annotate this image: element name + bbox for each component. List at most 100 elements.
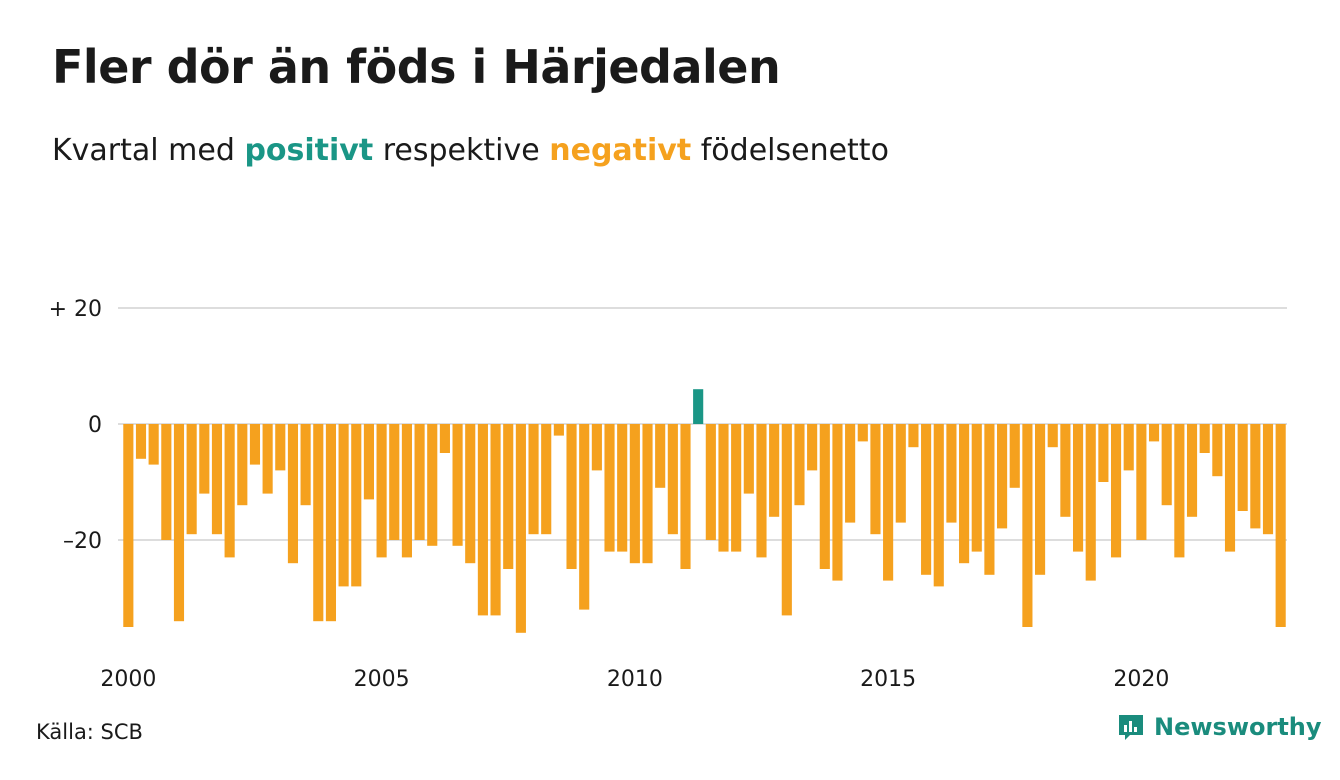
bar xyxy=(756,424,767,558)
bar xyxy=(908,424,919,448)
bar xyxy=(173,424,185,622)
brand-logo[interactable]: Newsworthy xyxy=(1116,712,1322,742)
bar-layer xyxy=(123,389,1286,633)
bar xyxy=(148,424,159,465)
bar xyxy=(1148,424,1160,442)
x-tick-label: 2010 xyxy=(607,667,663,692)
x-tick-label: 2015 xyxy=(860,667,916,692)
bar xyxy=(832,424,843,581)
y-tick-label: –20 xyxy=(63,529,102,554)
bar xyxy=(452,424,463,546)
bar xyxy=(199,424,210,494)
bar xyxy=(490,424,501,616)
bar xyxy=(629,424,640,564)
bar xyxy=(287,424,299,564)
bar xyxy=(376,424,387,558)
bar xyxy=(579,424,590,610)
source-label: Källa: SCB xyxy=(36,720,143,744)
subtitle-middle: respektive xyxy=(382,133,540,168)
bar xyxy=(338,424,349,587)
bar xyxy=(617,424,628,552)
bar xyxy=(1123,424,1134,471)
bar-chart: + 20 0 –20 2000 2005 2010 2015 2020 xyxy=(49,297,1287,692)
bar xyxy=(769,424,780,517)
bar xyxy=(667,424,678,535)
subtitle-positive: positivt xyxy=(244,133,374,168)
bar xyxy=(1136,424,1147,540)
bar xyxy=(528,424,539,535)
bar xyxy=(693,389,704,424)
x-tick-label: 2000 xyxy=(100,667,156,692)
bar xyxy=(705,424,716,540)
bar xyxy=(211,424,223,535)
bar xyxy=(845,424,856,523)
bar xyxy=(655,424,666,488)
bar xyxy=(325,424,337,622)
bar xyxy=(807,424,818,471)
bar xyxy=(1212,424,1223,477)
bar xyxy=(224,424,235,558)
brand-name: Newsworthy xyxy=(1154,713,1322,741)
bar xyxy=(794,424,805,506)
bar xyxy=(427,424,438,546)
chart-title: Fler dör än föds i Härjedalen xyxy=(52,40,781,94)
bar xyxy=(465,424,476,564)
bar xyxy=(414,424,425,540)
bar xyxy=(1174,424,1185,558)
bar xyxy=(997,424,1008,529)
chart-bubble-icon xyxy=(1119,715,1143,740)
x-tick-label: 2020 xyxy=(1113,667,1169,692)
bar xyxy=(363,424,374,500)
bar xyxy=(566,424,577,569)
bar xyxy=(819,424,830,569)
bar xyxy=(401,424,412,558)
bar xyxy=(959,424,970,564)
bar xyxy=(553,424,564,436)
bar xyxy=(161,424,172,540)
bar xyxy=(1186,424,1198,517)
bar xyxy=(1224,424,1236,552)
bar xyxy=(477,424,488,616)
bar xyxy=(1110,424,1122,558)
bar xyxy=(351,424,362,587)
bar xyxy=(515,424,526,633)
subtitle-negative: negativt xyxy=(549,133,692,168)
bar xyxy=(1085,424,1096,581)
bar xyxy=(275,424,286,471)
bar xyxy=(883,424,894,581)
y-tick-label: + 20 xyxy=(49,297,102,322)
bar xyxy=(389,424,400,540)
bar xyxy=(237,424,248,506)
subtitle-prefix: Kvartal med xyxy=(52,133,235,168)
bar xyxy=(781,424,792,616)
bar xyxy=(857,424,868,442)
bar xyxy=(870,424,881,535)
bar xyxy=(1009,424,1020,488)
bar xyxy=(1275,424,1286,627)
bar xyxy=(680,424,691,569)
bar xyxy=(718,424,729,552)
bar xyxy=(1035,424,1046,575)
bar xyxy=(642,424,653,564)
bar xyxy=(1250,424,1261,529)
bar xyxy=(591,424,602,471)
bar xyxy=(1060,424,1071,517)
label-layer: + 20 0 –20 2000 2005 2010 2015 2020 xyxy=(49,297,1170,692)
bar xyxy=(1237,424,1248,511)
bar xyxy=(984,424,995,575)
x-tick-label: 2005 xyxy=(354,667,410,692)
bar xyxy=(1262,424,1274,535)
bar xyxy=(946,424,957,523)
bar xyxy=(300,424,311,506)
bar xyxy=(604,424,615,552)
bar xyxy=(1098,424,1109,482)
bar xyxy=(541,424,552,535)
bar xyxy=(731,424,742,552)
bar xyxy=(921,424,932,575)
bar xyxy=(439,424,450,453)
bar xyxy=(313,424,324,622)
bar xyxy=(895,424,906,523)
bar xyxy=(1199,424,1210,453)
y-tick-label: 0 xyxy=(88,413,102,438)
bar xyxy=(123,424,134,627)
